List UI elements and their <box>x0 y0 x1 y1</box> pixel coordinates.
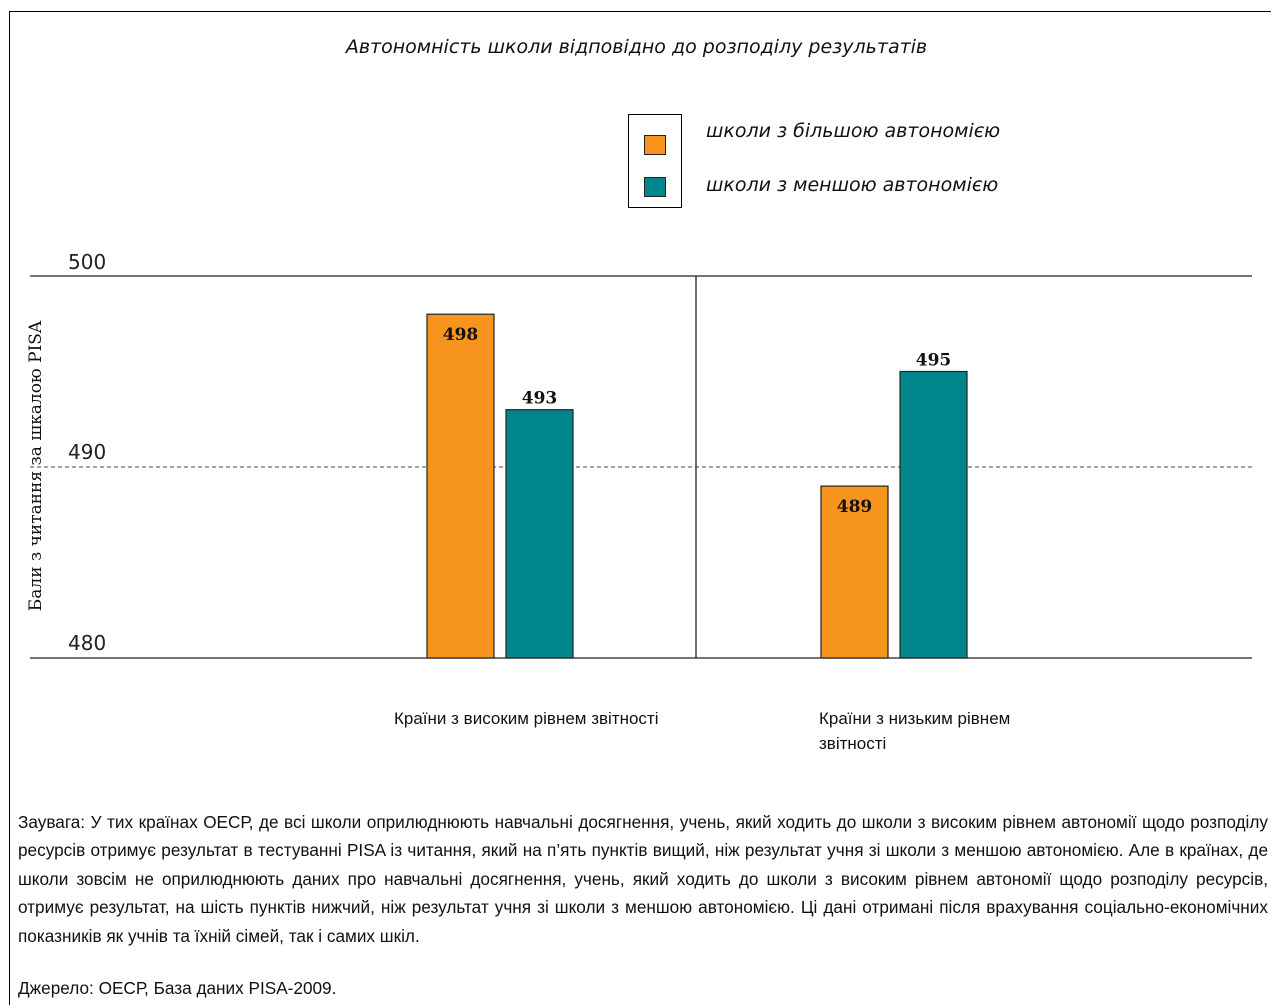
bar-more-autonomy-1 <box>820 485 889 659</box>
bar-less-autonomy-0 <box>505 409 574 659</box>
data-label-more-autonomy-1: 489 <box>837 497 873 517</box>
category-label-high-accountability: Країни з високим рівнем звітності <box>394 709 659 728</box>
legend-label-more-autonomy: школи з більшою автономією <box>706 120 1001 142</box>
bar-more-autonomy-0 <box>426 313 495 659</box>
data-label-less-autonomy-0: 493 <box>522 389 558 409</box>
data-label-less-autonomy-1: 495 <box>916 351 952 371</box>
y-tick-label-500: 500 <box>68 250 107 274</box>
legend-label-less-autonomy: школи з меншою автономією <box>706 174 999 196</box>
figure-frame <box>9 11 1271 1005</box>
legend-swatch-less-autonomy <box>644 177 666 197</box>
category-label-low-accountability: Країни з низьким рівнем звітності <box>819 709 1011 753</box>
source-text: Джерело: ОЕСР, База даних PISA-2009. <box>18 978 337 998</box>
y-tick-label-490: 490 <box>68 440 107 464</box>
y-tick-label-480: 480 <box>68 631 107 655</box>
chart-title: Автономність школи відповідно до розподі… <box>345 36 928 58</box>
data-label-more-autonomy-0: 498 <box>443 325 479 345</box>
note-text: Заувага: У тих країнах ОЕСР, де всі школ… <box>18 812 1268 946</box>
bars-group: 498 489 493 495 <box>426 313 968 659</box>
legend <box>628 114 682 208</box>
legend-swatch-more-autonomy <box>644 135 666 155</box>
bar-less-autonomy-1 <box>899 370 968 659</box>
